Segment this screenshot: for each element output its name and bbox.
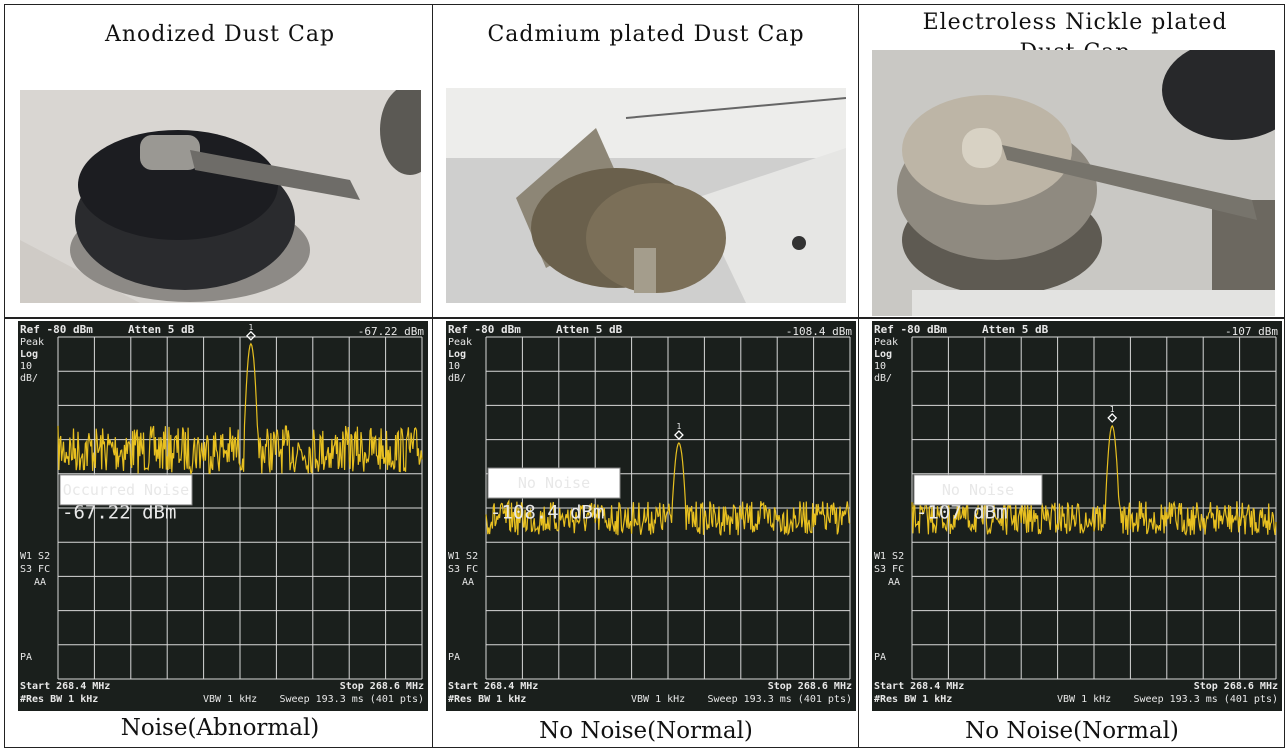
marker-value: -108.4 dBm	[490, 501, 604, 523]
marker-id: 1	[677, 422, 682, 431]
scale-unit: dB/	[448, 373, 466, 384]
sweep: Sweep 193.3 ms (401 pts)	[708, 694, 853, 705]
vbw: VBW 1 kHz	[1057, 694, 1111, 705]
photo-nickel	[872, 50, 1275, 316]
readout: -67.22 dBm	[358, 325, 425, 338]
res-bw: #Res BW 1 kHz	[20, 694, 98, 705]
column-header: Cadmium plated Dust Cap	[436, 20, 856, 50]
trace-flags: PA	[448, 652, 460, 663]
readout: -108.4 dBm	[786, 325, 853, 338]
scale-type: Log	[20, 349, 38, 360]
trace-flags: PA	[20, 652, 32, 663]
scale-type: Log	[874, 349, 892, 360]
row-divider	[4, 317, 1285, 319]
sweep: Sweep 193.3 ms (401 pts)	[1134, 694, 1279, 705]
trace-flags: AA	[888, 577, 900, 588]
note: Occurred Noise	[63, 481, 189, 499]
res-bw: #Res BW 1 kHz	[874, 694, 952, 705]
scale-unit: dB/	[20, 373, 38, 384]
detector: Peak	[874, 337, 898, 348]
note: No Noise	[518, 474, 590, 492]
caption: No Noise(Normal)	[862, 718, 1282, 744]
trace-flags: S3 FC	[20, 564, 50, 575]
trace-flags: AA	[462, 577, 474, 588]
stop-freq: Stop 268.6 MHz	[768, 681, 852, 692]
scale-type: Log	[448, 349, 466, 360]
attenuation: Atten 5 dB	[556, 323, 623, 336]
page: {"table": { "headers": ["Anodized Dust C…	[0, 0, 1288, 751]
trace-flags: PA	[874, 652, 886, 663]
detector: Peak	[20, 337, 44, 348]
ref-level: Ref -80 dBm	[448, 323, 521, 336]
attenuation: Atten 5 dB	[982, 323, 1049, 336]
trace-flags: W1 S2	[448, 551, 478, 562]
detector: Peak	[448, 337, 472, 348]
marker-id: 1	[1110, 405, 1115, 414]
scale-value: 10	[448, 361, 460, 372]
sweep: Sweep 193.3 ms (401 pts)	[280, 694, 425, 705]
scale-value: 10	[874, 361, 886, 372]
readout: -107 dBm	[1225, 325, 1278, 338]
start-freq: Start 268.4 MHz	[874, 681, 964, 692]
analyzer-screen: 1 Ref -80 dBm Atten 5 dB -67.22 dBm PeakLog1…	[18, 321, 428, 711]
note: No Noise	[942, 481, 1014, 499]
ref-level: Ref -80 dBm	[20, 323, 93, 336]
start-freq: Start 268.4 MHz	[448, 681, 538, 692]
ref-level: Ref -80 dBm	[874, 323, 947, 336]
trace-flags: W1 S2	[874, 551, 904, 562]
trace-flags: S3 FC	[874, 564, 904, 575]
res-bw: #Res BW 1 kHz	[448, 694, 526, 705]
trace-flags: S3 FC	[448, 564, 478, 575]
trace-flags: AA	[34, 577, 46, 588]
caption: No Noise(Normal)	[436, 718, 856, 744]
photo-cadmium	[446, 88, 846, 303]
photo-anodized	[20, 90, 421, 303]
column-header: Anodized Dust Cap	[10, 20, 430, 50]
start-freq: Start 268.4 MHz	[20, 681, 110, 692]
vbw: VBW 1 kHz	[631, 694, 685, 705]
stop-freq: Stop 268.6 MHz	[1194, 681, 1278, 692]
attenuation: Atten 5 dB	[128, 323, 195, 336]
stop-freq: Stop 268.6 MHz	[340, 681, 424, 692]
trace-flags: W1 S2	[20, 551, 50, 562]
analyzer-screen: 1 Ref -80 dBm Atten 5 dB -107 dBm PeakLog10d…	[872, 321, 1282, 711]
analyzer-screen: 1 Ref -80 dBm Atten 5 dB -108.4 dBm PeakLog1…	[446, 321, 856, 711]
marker-id: 1	[249, 323, 254, 332]
caption: Noise(Abnormal)	[10, 715, 430, 741]
scale-value: 10	[20, 361, 32, 372]
vbw: VBW 1 kHz	[203, 694, 257, 705]
scale-unit: dB/	[874, 373, 892, 384]
